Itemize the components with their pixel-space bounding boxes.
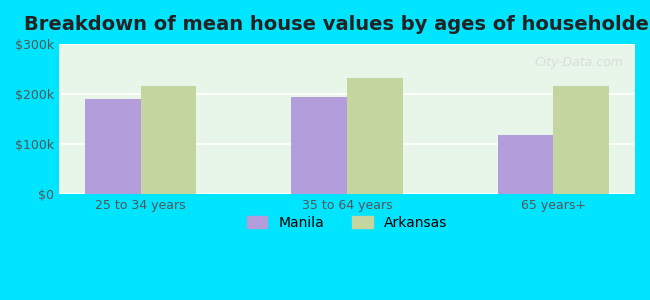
Legend: Manila, Arkansas: Manila, Arkansas [241, 210, 453, 235]
Bar [347, 78, 402, 194]
Bar [291, 98, 347, 194]
Bar [140, 86, 196, 194]
Bar [85, 99, 140, 194]
Text: City-Data.com: City-Data.com [534, 56, 623, 69]
Bar [553, 86, 609, 194]
Bar [498, 135, 553, 194]
Title: Breakdown of mean house values by ages of householders: Breakdown of mean house values by ages o… [24, 15, 650, 34]
